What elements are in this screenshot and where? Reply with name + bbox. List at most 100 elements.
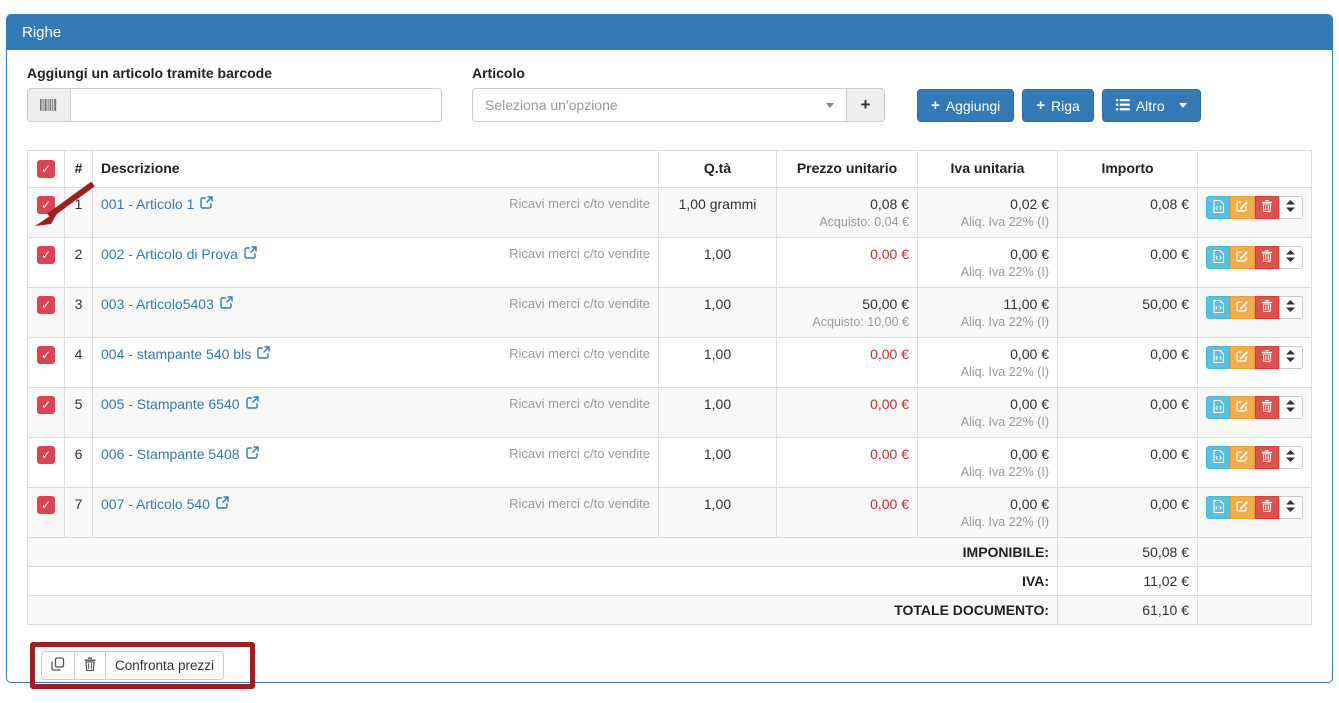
article-link[interactable]: 001 - Articolo 1: [101, 196, 213, 212]
row-sort-handle[interactable]: [1279, 296, 1303, 319]
total-row-imponibile: IMPONIBILE: 50,08 €: [28, 538, 1312, 567]
row-sort-handle[interactable]: [1279, 246, 1303, 269]
account-text: Ricavi merci c/to vendite: [509, 296, 650, 311]
row-sort-handle[interactable]: [1279, 496, 1303, 519]
confronta-prezzi-button[interactable]: Confronta prezzi: [106, 651, 224, 680]
riga-button[interactable]: + Riga: [1022, 89, 1094, 122]
quantity-value: 1,00: [659, 238, 777, 288]
imponibile-label: IMPONIBILE:: [28, 538, 1058, 567]
article-link[interactable]: 005 - Stampante 6540: [101, 396, 259, 412]
row-checkbox[interactable]: ✓: [37, 196, 55, 214]
row-checkbox[interactable]: ✓: [37, 496, 55, 514]
row-detail-button[interactable]: [1206, 346, 1230, 369]
row-detail-button[interactable]: [1206, 496, 1230, 519]
barcode-icon: [27, 88, 70, 122]
external-link-icon: [200, 196, 213, 212]
add-new-article-button[interactable]: +: [847, 88, 885, 122]
article-link-label: 007 - Articolo 540: [101, 496, 210, 512]
account-text: Ricavi merci c/to vendite: [509, 246, 650, 261]
aggiungi-button-label: Aggiungi: [946, 98, 1001, 114]
row-sort-handle[interactable]: [1279, 396, 1303, 419]
row-index: 6: [65, 438, 93, 488]
row-checkbox[interactable]: ✓: [37, 246, 55, 264]
unit-price-value: 0,00 €: [785, 396, 909, 412]
row-delete-button[interactable]: [1255, 446, 1279, 469]
article-link[interactable]: 006 - Stampante 5408: [101, 446, 259, 462]
table-row: ✓ 7 007 - Articolo 540 Ricavi merci c/to…: [28, 488, 1312, 538]
amount-value: 50,00 €: [1058, 288, 1198, 338]
row-edit-button[interactable]: [1230, 246, 1254, 269]
row-detail-button[interactable]: [1206, 196, 1230, 219]
row-checkbox[interactable]: ✓: [37, 396, 55, 414]
row-index: 1: [65, 188, 93, 238]
purchase-price-subtext: Acquisto: 0,04 €: [785, 215, 909, 229]
article-link[interactable]: 004 - stampante 540 bls: [101, 346, 270, 362]
article-link[interactable]: 007 - Articolo 540: [101, 496, 229, 512]
sort-arrows-icon: [1286, 450, 1295, 465]
row-detail-button[interactable]: [1206, 246, 1230, 269]
article-link-label: 002 - Articolo di Prova: [101, 246, 238, 262]
riga-button-label: Riga: [1051, 98, 1080, 114]
altro-dropdown-button[interactable]: Altro: [1102, 89, 1201, 122]
quantity-value: 1,00 grammi: [659, 188, 777, 238]
row-edit-button[interactable]: [1230, 396, 1254, 419]
row-delete-button[interactable]: [1255, 296, 1279, 319]
row-delete-button[interactable]: [1255, 396, 1279, 419]
unit-price-value: 0,00 €: [785, 346, 909, 362]
article-link[interactable]: 002 - Articolo di Prova: [101, 246, 257, 262]
row-detail-button[interactable]: [1206, 396, 1230, 419]
row-sort-handle[interactable]: [1279, 446, 1303, 469]
row-checkbox[interactable]: ✓: [37, 296, 55, 314]
row-delete-button[interactable]: [1255, 346, 1279, 369]
row-detail-button[interactable]: [1206, 446, 1230, 469]
select-all-checkbox[interactable]: ✓: [37, 160, 55, 178]
righe-panel: Righe Aggiungi un articolo tramite barco…: [6, 14, 1333, 683]
article-link[interactable]: 003 - Articolo5403: [101, 296, 233, 312]
row-edit-button[interactable]: [1230, 496, 1254, 519]
quantity-value: 1,00: [659, 438, 777, 488]
vat-rate-subtext: Aliq. Iva 22% (I): [926, 215, 1049, 229]
trash-icon: [1262, 300, 1272, 315]
aggiungi-button[interactable]: + Aggiungi: [917, 89, 1014, 122]
file-code-icon: [1213, 500, 1224, 516]
imponibile-value: 50,08 €: [1058, 538, 1198, 567]
unit-price-value: 0,00 €: [785, 496, 909, 512]
row-checkbox[interactable]: ✓: [37, 446, 55, 464]
unit-vat-value: 11,00 €: [926, 296, 1049, 312]
caret-down-icon: [1179, 103, 1187, 108]
vat-rate-subtext: Aliq. Iva 22% (I): [926, 515, 1049, 529]
row-detail-button[interactable]: [1206, 296, 1230, 319]
row-edit-button[interactable]: [1230, 296, 1254, 319]
row-checkbox[interactable]: ✓: [37, 346, 55, 364]
account-text: Ricavi merci c/to vendite: [509, 446, 650, 461]
amount-value: 0,00 €: [1058, 488, 1198, 538]
file-code-icon: [1213, 400, 1224, 416]
row-edit-button[interactable]: [1230, 446, 1254, 469]
row-delete-button[interactable]: [1255, 496, 1279, 519]
quantity-value: 1,00: [659, 488, 777, 538]
trash-icon: [1262, 450, 1272, 465]
barcode-input[interactable]: [70, 88, 442, 122]
row-delete-button[interactable]: [1255, 246, 1279, 269]
amount-value: 0,00 €: [1058, 238, 1198, 288]
delete-rows-button[interactable]: [75, 651, 106, 680]
row-sort-handle[interactable]: [1279, 196, 1303, 219]
row-edit-button[interactable]: [1230, 196, 1254, 219]
duplicate-rows-button[interactable]: [41, 651, 75, 680]
row-edit-button[interactable]: [1230, 346, 1254, 369]
account-text: Ricavi merci c/to vendite: [509, 396, 650, 411]
row-delete-button[interactable]: [1255, 196, 1279, 219]
unit-price-value: 0,00 €: [785, 446, 909, 462]
plus-icon: +: [931, 97, 940, 114]
external-link-icon: [246, 446, 259, 462]
row-sort-handle[interactable]: [1279, 346, 1303, 369]
sort-arrows-icon: [1286, 300, 1295, 315]
article-link-label: 001 - Articolo 1: [101, 196, 194, 212]
edit-icon: [1236, 500, 1248, 515]
articolo-select[interactable]: Seleziona un'opzione: [472, 88, 847, 122]
totale-documento-label: TOTALE DOCUMENTO:: [28, 596, 1058, 625]
articolo-select-placeholder: Seleziona un'opzione: [485, 97, 618, 113]
file-code-icon: [1213, 300, 1224, 316]
table-row: ✓ 3 003 - Articolo5403 Ricavi merci c/to…: [28, 288, 1312, 338]
unit-vat-value: 0,00 €: [926, 446, 1049, 462]
